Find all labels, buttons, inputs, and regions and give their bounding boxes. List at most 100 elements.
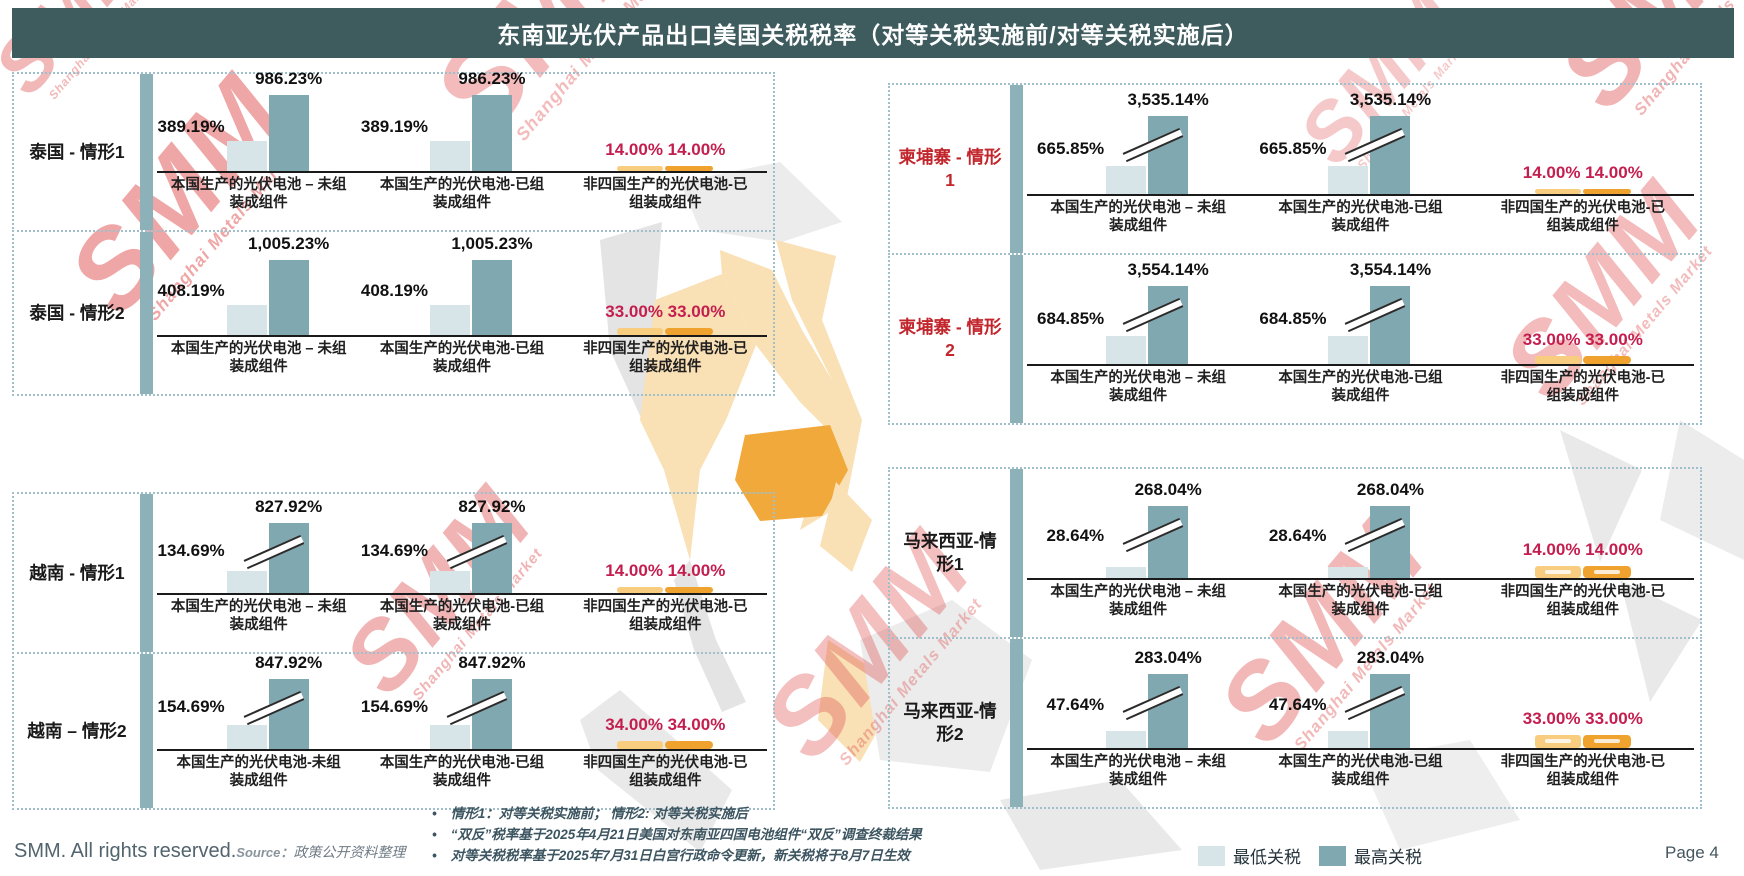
max-tariff-bar [1148, 285, 1189, 364]
bar-dash-mark [1593, 569, 1620, 574]
bars-row: 28.64% 268.04% 28.64% 268.04% 14.00% 14.00% [1027, 473, 1694, 580]
category-label-cell: 本国生产的光伏电池-已组装成组件 [1249, 753, 1471, 803]
category-label-cell: 非四国生产的光伏电池-已组装成组件 [1472, 199, 1694, 249]
min-tariff-value: 665.85% [1037, 138, 1105, 158]
bars-row: 408.19% 1,005.23% 408.19% 1,005.23% 33.00% 3… [157, 233, 767, 337]
category-label-cell: 本国生产的光伏电池 – 未组装成组件 [157, 598, 360, 648]
min-exempt-tariff-bar [617, 586, 664, 593]
max-tariff-bar [471, 522, 512, 593]
category-label-cell: 本国生产的光伏电池 – 未组装成组件 [157, 176, 360, 226]
category-label: 本国生产的光伏电池 – 未组装成组件 [1050, 753, 1226, 788]
bars-row: 47.64% 283.04% 47.64% 283.04% 33.00% 33.00% [1027, 643, 1694, 750]
category-label: 本国生产的光伏电池 – 未组装成组件 [170, 176, 347, 211]
bars-row: 665.85% 3,535.14% 665.85% 3,535.14% 14.00% 1… [1027, 89, 1694, 196]
max-tariff-bar [268, 259, 309, 335]
bars-row: 134.69% 827.92% 134.69% 827.92% 14.00% 14.00… [157, 496, 767, 595]
category-label: 非四国生产的光伏电池-已组装成组件 [583, 176, 748, 211]
exempt-tariff-values: 14.00% 14.00% [1522, 539, 1643, 559]
panel-cambodia-1: 柬埔寨 - 情形1 665.85% 3,535.14% 665.85% 3,535.14… [888, 83, 1702, 255]
panel-divider-bar [140, 232, 153, 394]
category-labels-row: 本国生产的光伏电池 – 未组装成组件 本国生产的光伏电池-已组装成组件 非四国生产的… [1027, 580, 1694, 633]
bar-group: 408.19% 1,005.23% [157, 233, 360, 335]
category-label-cell: 本国生产的光伏电池 – 未组装成组件 [1027, 583, 1249, 633]
chart-legend: 最低关税 最高关税 [1198, 843, 1422, 868]
source-label: Source： [236, 845, 294, 860]
category-labels-row: 本国生产的光伏电池 – 未组装成组件 本国生产的光伏电池-已组装成组件 非四国生产的… [1027, 196, 1694, 249]
category-labels-row: 本国生产的光伏电池 – 未组装成组件 本国生产的光伏电池-已组装成组件 非四国生产的… [157, 595, 767, 648]
max-tariff-value: 283.04% [1134, 647, 1202, 667]
category-label: 本国生产的光伏电池 – 未组装成组件 [170, 598, 347, 633]
panel-divider-bar [1010, 255, 1023, 423]
max-exempt-tariff-bar [1582, 355, 1631, 364]
panel-divider-bar [1010, 469, 1023, 637]
bars-row: 154.69% 847.92% 154.69% 847.92% 34.00% 34.00… [157, 653, 767, 751]
max-tariff-bar [268, 522, 309, 593]
category-label: 本国生产的光伏电池-已组装成组件 [379, 176, 545, 211]
tariff-bar-chart: 47.64% 283.04% 47.64% 283.04% 33.00% 33.00% 本… [1027, 643, 1694, 803]
category-label: 本国生产的光伏电池 – 未组装成组件 [1050, 199, 1226, 234]
country-scenario-label: 泰国 - 情形2 [29, 302, 125, 323]
max-exempt-tariff-bar [665, 740, 714, 749]
footer: SMM. All rights reserved.Source：政策公开资料整理 [14, 840, 405, 863]
max-exempt-tariff-bar [665, 165, 714, 171]
footnote-item: “双反”税率基于2025年4月21日美国对东南亚四国电池组件“双反”调查终裁结果 [432, 825, 1032, 846]
min-tariff-value: 665.85% [1259, 138, 1327, 158]
max-exempt-tariff-bar [665, 586, 714, 593]
bar-group: 665.85% 3,535.14% [1027, 89, 1249, 194]
panel-vietnam-2: 越南 – 情形2 154.69% 847.92% 154.69% 847.92% 34.0… [12, 652, 775, 810]
max-exempt-tariff-bar [1582, 565, 1631, 578]
bar-group: 134.69% 827.92% [157, 496, 360, 593]
legend-label: 最低关税 [1233, 848, 1301, 867]
exempt-tariff-values: 34.00% 34.00% [605, 714, 726, 734]
tariff-bar-chart: 684.85% 3,554.14% 684.85% 3,554.14% 33.00% 3… [1027, 259, 1694, 419]
panel-malaysia-2: 马来西亚-情形2 47.64% 283.04% 47.64% 283.04% 33.00%… [888, 637, 1702, 809]
title-bar: 东南亚光伏产品出口美国关税税率（对等关税实施前/对等关税实施后） [12, 8, 1734, 58]
category-label-cell: 本国生产的光伏电池 – 未组装成组件 [1027, 199, 1249, 249]
min-tariff-bar [1106, 566, 1147, 578]
category-label: 本国生产的光伏电池-已组装成组件 [379, 754, 545, 789]
page-title: 东南亚光伏产品出口美国关税税率（对等关税实施前/对等关税实施后） [497, 22, 1249, 48]
max-tariff-value: 1,005.23% [248, 233, 330, 253]
footnote-item: 对等关税税率基于2025年7月31日白宫行政命令更新，新关税将于8月7日生效 [432, 846, 1032, 867]
max-tariff-bar [1370, 285, 1411, 364]
bar-group: 684.85% 3,554.14% [1027, 259, 1249, 364]
exempt-tariff-values: 14.00% 14.00% [605, 560, 726, 580]
bar-group: 33.00% 33.00% [1472, 259, 1694, 364]
exempt-tariff-values: 14.00% 14.00% [605, 139, 726, 159]
category-label: 非四国生产的光伏电池-已组装成组件 [583, 754, 748, 789]
min-tariff-value: 47.64% [1046, 694, 1105, 714]
country-scenario-label: 越南 – 情形2 [27, 720, 127, 741]
category-label-cell: 本国生产的光伏电池 – 未组装成组件 [1027, 369, 1249, 419]
category-label: 非四国生产的光伏电池-已组装成组件 [1500, 369, 1665, 404]
max-tariff-bar [1370, 673, 1411, 748]
exempt-tariff-values: 33.00% 33.00% [605, 301, 726, 321]
max-tariff-value: 3,535.14% [1349, 89, 1432, 109]
category-label-cell: 本国生产的光伏电池 – 未组装成组件 [1027, 753, 1249, 803]
bar-group: 28.64% 268.04% [1249, 473, 1471, 578]
category-label-cell: 本国生产的光伏电池 – 未组装成组件 [157, 340, 360, 390]
category-labels-row: 本国生产的光伏电池 – 未组装成组件 本国生产的光伏电池-已组装成组件 非四国生产的… [1027, 750, 1694, 803]
category-label: 本国生产的光伏电池 – 未组装成组件 [170, 340, 347, 375]
bar-group: 684.85% 3,554.14% [1249, 259, 1471, 364]
min-tariff-bar [1328, 335, 1369, 364]
category-label: 非四国生产的光伏电池-已组装成组件 [583, 340, 748, 375]
min-exempt-tariff-bar [1534, 188, 1581, 194]
tariff-bar-chart: 665.85% 3,535.14% 665.85% 3,535.14% 14.00% 1… [1027, 89, 1694, 249]
exempt-tariff-values: 33.00% 33.00% [1522, 329, 1643, 349]
min-tariff-bar [1328, 730, 1369, 748]
bar-dash-mark [1593, 739, 1620, 744]
max-tariff-value: 827.92% [458, 496, 526, 516]
min-tariff-value: 134.69% [360, 540, 428, 560]
max-tariff-value: 847.92% [255, 652, 323, 672]
max-exempt-tariff-bar [1582, 734, 1631, 748]
min-exempt-tariff-bar [1534, 734, 1581, 748]
bar-group: 154.69% 847.92% [360, 653, 563, 749]
panel-divider-bar [140, 74, 153, 230]
max-tariff-bar [1370, 115, 1411, 194]
max-tariff-value: 827.92% [255, 496, 323, 516]
category-label-cell: 非四国生产的光伏电池-已组装成组件 [564, 754, 767, 804]
min-tariff-value: 154.69% [360, 696, 428, 716]
bar-group: 33.00% 33.00% [1472, 643, 1694, 748]
min-tariff-value: 154.69% [157, 696, 225, 716]
bar-group: 14.00% 14.00% [1472, 473, 1694, 578]
